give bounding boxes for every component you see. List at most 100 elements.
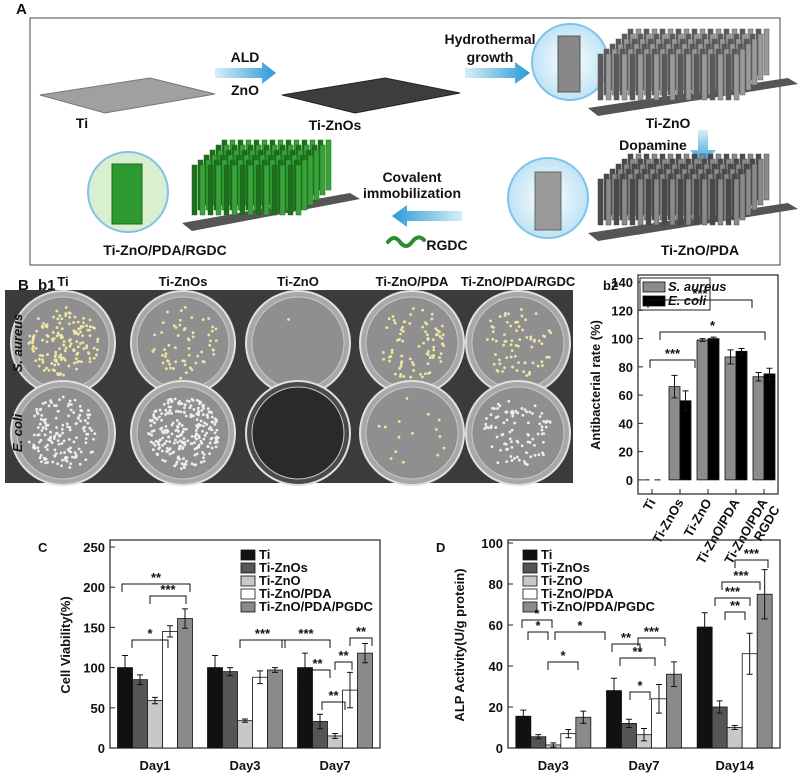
nanowire (685, 178, 692, 226)
colony (425, 352, 429, 356)
nanowire (271, 164, 278, 216)
colony (177, 410, 180, 413)
colony (213, 431, 217, 435)
colony (68, 466, 72, 469)
colony (74, 422, 78, 426)
colony (38, 440, 41, 444)
colony (508, 430, 512, 434)
colony (44, 445, 47, 449)
colony (438, 335, 442, 338)
colony (55, 426, 58, 429)
colony (180, 432, 184, 436)
colony (397, 420, 401, 423)
colony (388, 355, 391, 359)
colony (172, 441, 176, 445)
colony (49, 439, 53, 443)
colony (161, 361, 165, 365)
nanowire (629, 178, 636, 226)
colony (82, 347, 86, 351)
significance-label: * (560, 648, 566, 663)
nanowire (231, 164, 238, 216)
error-bar (710, 336, 717, 341)
colony (84, 441, 88, 445)
colony (168, 409, 172, 413)
nanowire (745, 168, 752, 216)
colony (191, 335, 195, 339)
colony (197, 424, 201, 428)
colony (32, 433, 36, 437)
colony (82, 321, 85, 325)
error-bar (746, 632, 753, 675)
colony (53, 448, 57, 452)
colony (201, 413, 205, 417)
colony (160, 418, 164, 422)
colony (184, 427, 188, 431)
colony (420, 375, 424, 379)
colony (210, 428, 214, 432)
colony (536, 432, 540, 436)
colony (67, 437, 71, 441)
colony (93, 432, 97, 435)
colony (84, 458, 88, 462)
colony (202, 459, 206, 463)
colony (382, 357, 386, 361)
nanowire (725, 178, 732, 226)
colony (78, 462, 82, 466)
bar (237, 720, 253, 749)
colony (399, 328, 403, 332)
colony (507, 312, 511, 316)
colony (95, 353, 98, 357)
colony (183, 363, 187, 367)
colony (41, 358, 44, 362)
colony (86, 328, 90, 332)
peptide (386, 235, 426, 248)
substrate (39, 77, 216, 114)
colony (41, 338, 44, 342)
legend-swatch (240, 575, 256, 587)
colony (161, 443, 164, 447)
nanowire (263, 164, 270, 216)
colony (45, 366, 48, 370)
colony (87, 416, 90, 420)
colony (442, 446, 446, 450)
colony (164, 408, 168, 412)
significance-bracket (647, 299, 753, 308)
colony (174, 438, 177, 442)
colony (195, 418, 199, 422)
nanowire (709, 178, 716, 226)
nanowire (301, 159, 308, 211)
colony (187, 353, 191, 357)
y-tick-label: 100 (611, 332, 633, 347)
colony (545, 356, 549, 359)
nanowire (661, 178, 668, 226)
colony (81, 325, 85, 328)
step-label: ALD (231, 49, 260, 65)
colony (194, 437, 198, 441)
colony (151, 418, 154, 422)
colony (46, 353, 49, 356)
colony (160, 412, 164, 416)
colony (211, 329, 214, 333)
nanowire (255, 164, 262, 216)
x-tick-label: Day1 (139, 758, 170, 773)
array-base (182, 193, 360, 231)
colony (176, 334, 180, 337)
colony (64, 314, 68, 318)
colony (44, 427, 48, 431)
legend-swatch (240, 562, 256, 574)
colony (431, 356, 435, 359)
colony (67, 402, 71, 406)
nanowire (693, 178, 700, 226)
colony (165, 446, 169, 450)
colony (387, 317, 391, 321)
colony (531, 437, 535, 441)
colony (383, 425, 387, 429)
colony (181, 440, 185, 444)
colony (400, 354, 404, 358)
y-tick-label: 20 (489, 700, 503, 715)
colony (434, 327, 438, 331)
significance-label: *** (255, 626, 271, 641)
colony (153, 443, 157, 447)
colony (36, 426, 40, 429)
colony (498, 358, 501, 362)
